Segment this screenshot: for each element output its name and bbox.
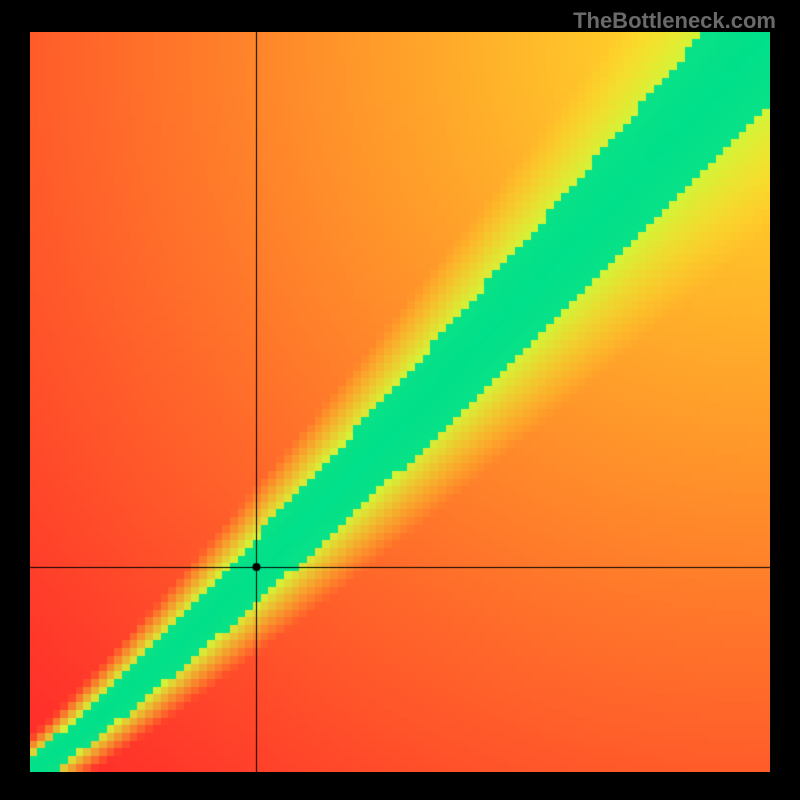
heatmap-canvas: [30, 32, 770, 772]
heatmap-plot: [30, 32, 770, 772]
watermark-text: TheBottleneck.com: [573, 8, 776, 34]
